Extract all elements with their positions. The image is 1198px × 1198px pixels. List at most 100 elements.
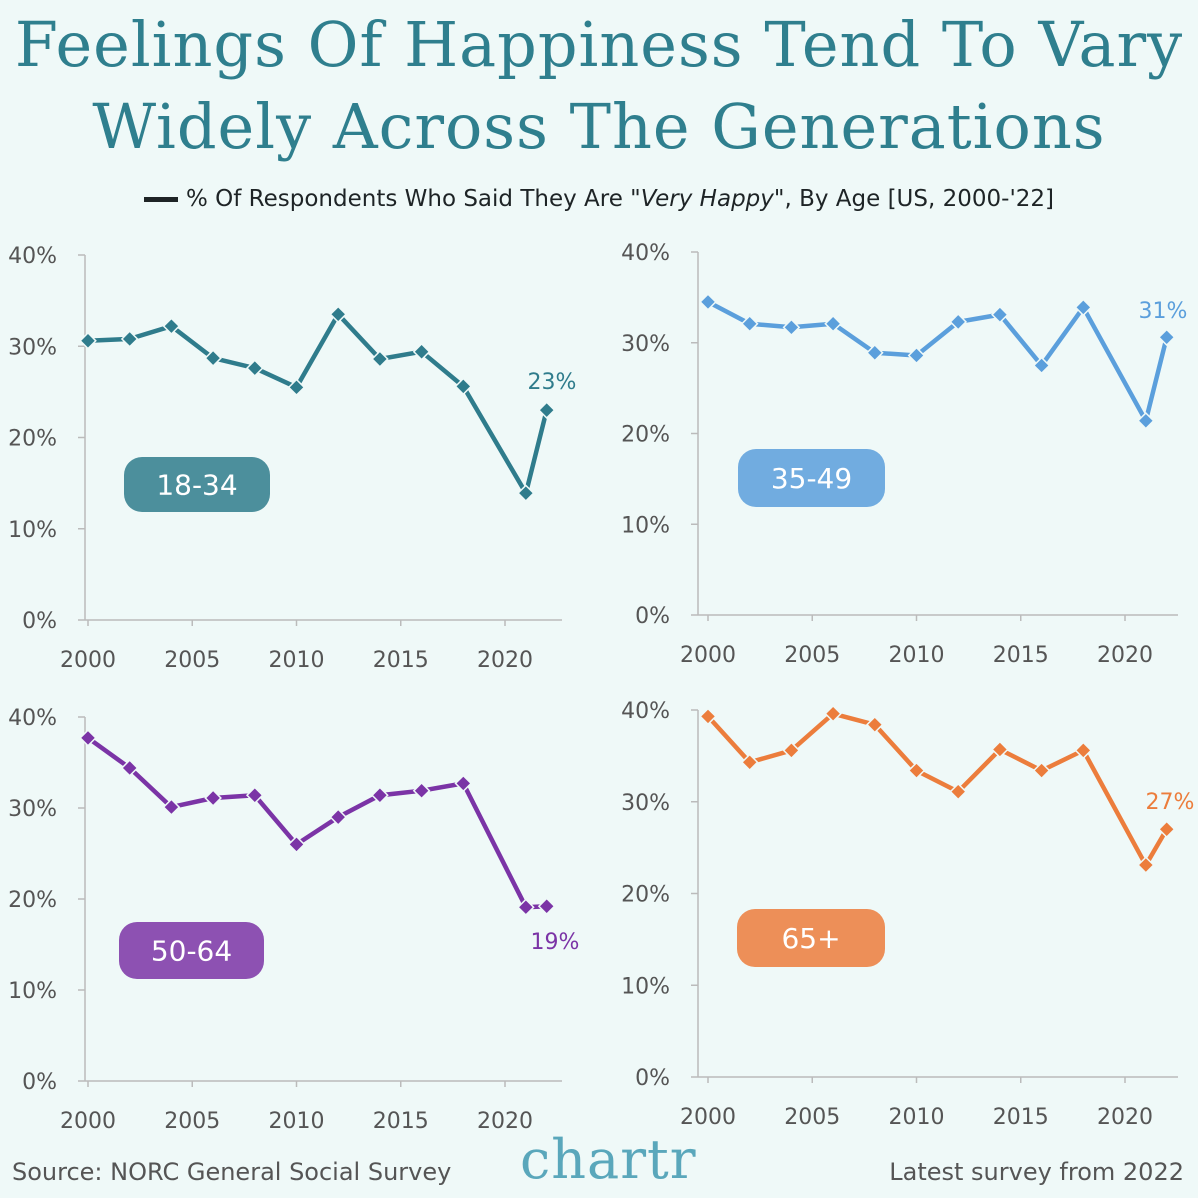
- data-point: [517, 898, 535, 917]
- data-point: [454, 377, 473, 396]
- data-point: [1074, 298, 1093, 317]
- data-point: [949, 782, 968, 801]
- data-point: [454, 774, 473, 793]
- series-line: [87, 312, 549, 496]
- data-point: [907, 761, 926, 780]
- data-point: [245, 359, 264, 377]
- y-tick-label: 30%: [8, 335, 57, 360]
- y-tick-label: 30%: [621, 332, 670, 357]
- data-point: [699, 707, 717, 726]
- legend: % Of Respondents Who Said They Are "Very…: [0, 186, 1198, 212]
- y-tick-label: 0%: [22, 1070, 57, 1095]
- latest-survey-note: Latest survey from 2022: [889, 1158, 1184, 1186]
- data-point: [782, 318, 801, 337]
- data-point: [949, 313, 968, 331]
- data-point: [412, 342, 431, 361]
- x-tick-label: 2000: [60, 1109, 116, 1134]
- y-tick-label: 20%: [8, 427, 57, 452]
- age-group-label: 18-34: [156, 469, 237, 502]
- data-point: [1157, 328, 1176, 347]
- data-point: [120, 330, 139, 348]
- data-point: [204, 789, 222, 807]
- x-tick-label: 2015: [373, 1109, 429, 1134]
- age-group-badge: [737, 909, 885, 967]
- data-point: [824, 314, 842, 333]
- data-point: [907, 346, 926, 365]
- panel-50-64: 0% 10% 20% 30% 40% 2000 2005 2010 2015 2020 50-64 1…: [8, 706, 579, 1134]
- chart-title-line-2: Widely Across The Generations: [92, 90, 1106, 163]
- x-tick-label: 2000: [680, 643, 736, 668]
- y-tick-label: 40%: [621, 241, 670, 266]
- panel-65+: 0% 10% 20% 30% 40% 2000 2005 2010 2015 2020 65+ 27%: [621, 699, 1194, 1130]
- legend-text-italic: Very Happy: [640, 186, 774, 212]
- end-value-label: 19%: [531, 930, 580, 955]
- data-point: [782, 741, 801, 760]
- age-group-badge: [124, 457, 270, 512]
- x-tick-label: 2020: [1097, 1105, 1153, 1130]
- x-tick-label: 2010: [269, 1109, 325, 1134]
- series-line: [86, 736, 547, 910]
- data-point: [371, 786, 389, 805]
- data-point: [79, 331, 97, 350]
- data-point: [371, 350, 389, 368]
- y-tick-label: 10%: [621, 513, 670, 538]
- data-point: [1137, 856, 1155, 874]
- legend-text-prefix: % Of Respondents Who Said They Are ": [185, 186, 641, 212]
- data-point: [287, 378, 306, 397]
- legend-swatch: [143, 197, 178, 202]
- data-point: [740, 753, 759, 772]
- data-point: [865, 343, 884, 362]
- panel-18-34: 0% 10% 20% 30% 40% 2000 2005 2010 2015 2020 18-34 2…: [8, 244, 576, 673]
- data-point: [162, 317, 181, 336]
- x-tick-label: 2020: [477, 1109, 533, 1134]
- y-tick-label: 20%: [8, 888, 57, 913]
- data-point: [1157, 820, 1176, 839]
- data-point: [824, 704, 842, 723]
- x-tick-label: 2015: [373, 648, 429, 673]
- y-tick-label: 40%: [8, 706, 57, 731]
- x-tick-label: 2005: [784, 1105, 840, 1130]
- end-value-label: 23%: [528, 370, 577, 395]
- age-group-badge: [119, 922, 264, 979]
- series-line: [706, 299, 1169, 424]
- data-point: [991, 305, 1009, 324]
- chart-title-line-1: Feelings Of Happiness Tend To Vary: [14, 8, 1184, 81]
- data-point: [699, 293, 717, 311]
- series-line: [706, 711, 1169, 868]
- data-point: [1137, 411, 1155, 430]
- y-tick-label: 0%: [22, 609, 57, 634]
- x-tick-label: 2015: [993, 1105, 1049, 1130]
- data-point: [162, 798, 181, 816]
- age-group-label: 65+: [781, 922, 840, 955]
- data-point: [740, 314, 759, 333]
- x-tick-label: 2020: [1097, 643, 1153, 668]
- x-tick-label: 2015: [993, 643, 1049, 668]
- data-point: [79, 729, 97, 747]
- y-tick-label: 20%: [621, 423, 670, 448]
- data-point: [204, 349, 222, 367]
- data-point: [991, 740, 1009, 759]
- x-tick-label: 2005: [164, 1109, 220, 1134]
- x-tick-label: 2000: [680, 1105, 736, 1130]
- x-tick-label: 2005: [784, 643, 840, 668]
- end-value-label: 31%: [1139, 299, 1188, 324]
- data-point: [245, 786, 264, 805]
- data-point: [329, 305, 348, 324]
- age-group-badge: [738, 449, 885, 507]
- y-tick-label: 10%: [8, 518, 57, 543]
- data-point: [287, 835, 306, 854]
- x-tick-label: 2005: [164, 648, 220, 673]
- chartr-logo: chartr: [520, 1128, 697, 1191]
- data-point: [1032, 761, 1051, 780]
- y-tick-label: 0%: [635, 604, 670, 629]
- x-tick-label: 2010: [889, 1105, 945, 1130]
- data-point: [1074, 741, 1093, 760]
- panel-35-49: 0% 10% 20% 30% 40% 2000 2005 2010 2015 2020 35-49 3…: [621, 241, 1187, 668]
- data-point: [865, 715, 884, 734]
- age-group-label: 35-49: [771, 462, 852, 495]
- legend-text-suffix: ", By Age [US, 2000-'22]: [773, 186, 1055, 212]
- data-point: [329, 808, 348, 826]
- data-point: [120, 759, 139, 777]
- x-tick-label: 2000: [60, 648, 116, 673]
- y-tick-label: 0%: [635, 1066, 670, 1091]
